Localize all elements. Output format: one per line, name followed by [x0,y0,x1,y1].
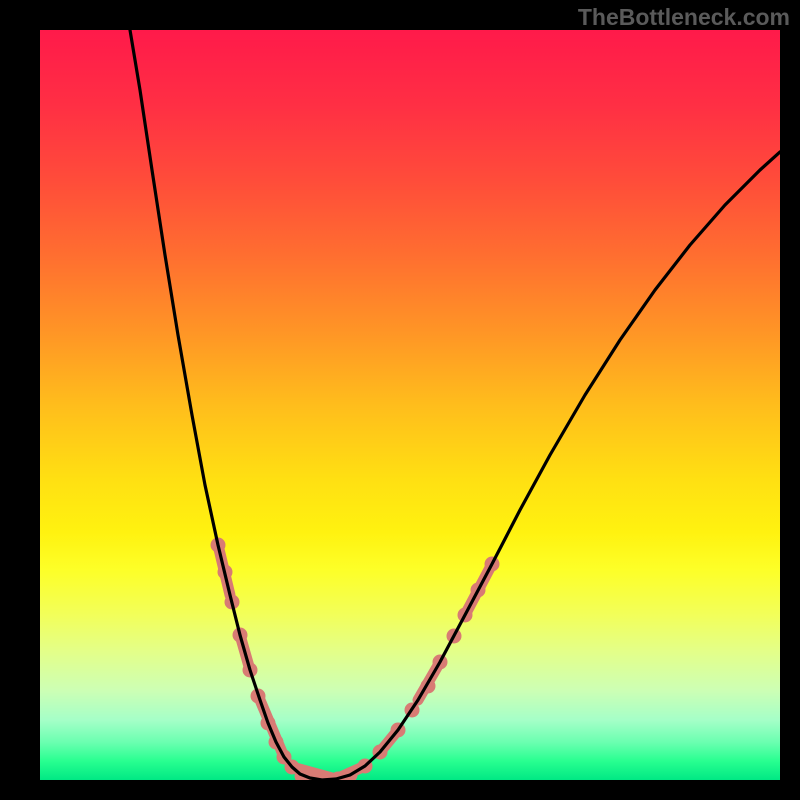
plot-svg [40,30,780,780]
watermark-text: TheBottleneck.com [578,4,790,31]
chart-container: TheBottleneck.com [0,0,800,800]
